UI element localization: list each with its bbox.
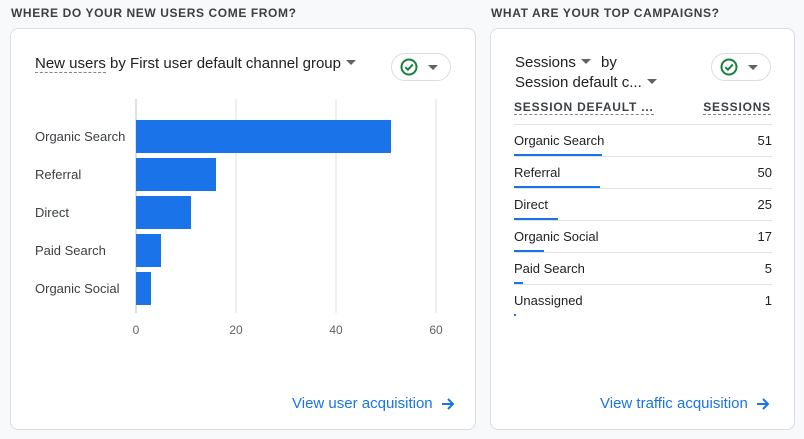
y-category-label: Organic Search — [35, 129, 125, 144]
section-title-new-users: WHERE DO YOUR NEW USERS COME FROM? — [11, 6, 297, 20]
campaigns-comparison-toggle-button[interactable] — [711, 53, 771, 81]
chevron-down-icon — [428, 64, 438, 70]
row-dimension-value: Referral — [514, 165, 561, 180]
view-user-acquisition-label[interactable]: View user acquisition — [292, 395, 433, 412]
row-proportion-bar — [514, 154, 602, 156]
table-row[interactable]: Referral 50 — [514, 156, 772, 188]
new-users-card: New users by First user default channel … — [10, 28, 476, 430]
chart-title-metric[interactable]: New users — [35, 55, 106, 73]
row-proportion-bar — [514, 250, 544, 252]
view-traffic-acquisition-label[interactable]: View traffic acquisition — [600, 395, 748, 412]
row-dimension-value: Organic Social — [514, 229, 599, 244]
bar — [136, 272, 151, 305]
table-row[interactable]: Organic Search 51 — [514, 124, 772, 156]
row-sessions-value: 25 — [757, 197, 772, 212]
bar — [136, 234, 161, 267]
table-row[interactable]: Paid Search 5 — [514, 252, 772, 284]
chart-title-dimension[interactable]: by First user default channel group — [105, 55, 341, 72]
bar — [136, 120, 391, 153]
column-header-dimension[interactable]: SESSION DEFAULT ... — [514, 100, 654, 115]
view-traffic-acquisition-link[interactable]: View traffic acquisition — [600, 395, 770, 412]
table-row[interactable]: Direct 25 — [514, 188, 772, 220]
row-sessions-value: 51 — [757, 133, 772, 148]
x-tick-label: 20 — [229, 323, 243, 337]
x-tick-label: 60 — [429, 323, 443, 337]
check-circle-icon — [720, 58, 738, 76]
table-row[interactable]: Organic Social 17 — [514, 220, 772, 252]
row-dimension-value: Organic Search — [514, 133, 605, 148]
chevron-down-icon — [580, 58, 591, 64]
arrow-right-icon — [441, 397, 455, 410]
row-sessions-value: 5 — [764, 261, 772, 276]
arrow-right-icon — [756, 397, 770, 410]
campaigns-title-by: by — [601, 54, 617, 71]
row-dimension-value: Unassigned — [514, 293, 583, 308]
bar — [136, 158, 216, 191]
chevron-down-icon — [748, 64, 758, 70]
campaigns-title-dimension[interactable]: Session default c... — [515, 74, 642, 91]
view-user-acquisition-link[interactable]: View user acquisition — [292, 395, 455, 412]
table-row[interactable]: Unassigned 1 — [514, 284, 772, 316]
x-tick-label: 40 — [329, 323, 343, 337]
y-category-label: Organic Social — [35, 281, 120, 296]
bar — [136, 196, 191, 229]
section-title-top-campaigns: WHAT ARE YOUR TOP CAMPAIGNS? — [491, 6, 720, 20]
column-header-sessions[interactable]: SESSIONS — [703, 100, 771, 115]
row-sessions-value: 50 — [757, 165, 772, 180]
row-sessions-value: 1 — [764, 293, 772, 308]
row-proportion-bar — [514, 218, 558, 220]
y-category-label: Paid Search — [35, 243, 106, 258]
new-users-bar-chart: 0 20 40 60 Organic Search Referral Direct Paid … — [35, 99, 443, 337]
check-circle-icon — [400, 58, 418, 76]
row-dimension-value: Direct — [514, 197, 548, 212]
row-proportion-bar — [514, 282, 523, 284]
comparison-toggle-button[interactable] — [391, 53, 451, 81]
row-proportion-bar — [514, 186, 600, 188]
chart-title-dropdown[interactable]: New users by First user default channel … — [35, 54, 356, 74]
campaigns-title-metric[interactable]: Sessions — [515, 54, 576, 71]
chevron-down-icon — [346, 59, 356, 65]
campaigns-title-dropdown[interactable]: Sessions by Session default c... — [515, 53, 685, 93]
row-proportion-bar — [514, 314, 516, 316]
chevron-down-icon — [646, 78, 657, 84]
y-category-label: Direct — [35, 205, 69, 220]
y-category-label: Referral — [35, 167, 81, 182]
top-campaigns-card: Sessions by Session default c... SESSION… — [490, 28, 795, 430]
row-dimension-value: Paid Search — [514, 261, 585, 276]
row-sessions-value: 17 — [757, 229, 772, 244]
x-tick-label: 0 — [133, 323, 140, 337]
